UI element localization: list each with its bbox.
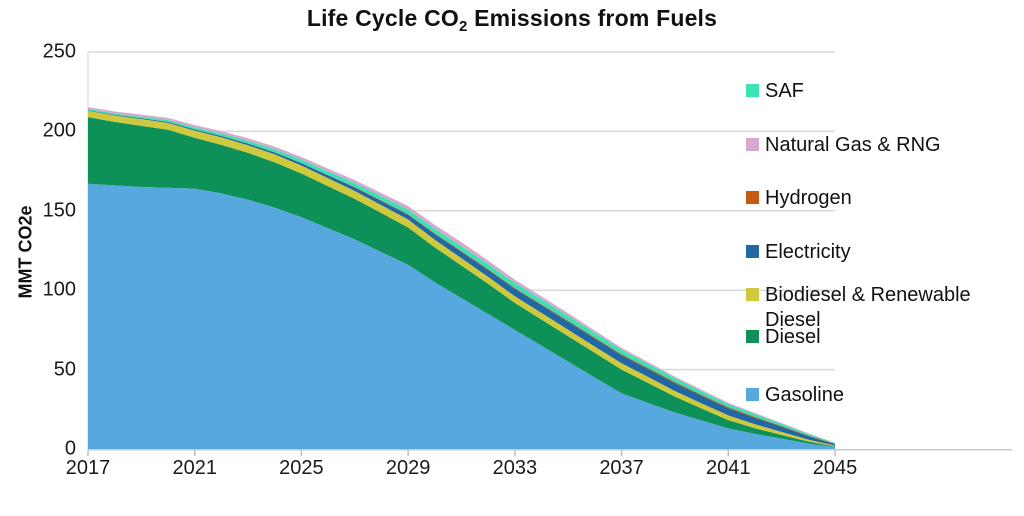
legend-swatch-electricity <box>746 245 759 258</box>
x-tick-label-2045: 2045 <box>812 457 858 479</box>
legend-swatch-saf <box>746 84 759 97</box>
legend-item-diesel: Diesel <box>746 325 821 350</box>
legend-item-biodiesel-renewable-diesel: Biodiesel & Renewable Diesel <box>746 283 1005 333</box>
legend-item-hydrogen: Hydrogen <box>746 186 852 211</box>
legend-item-gasoline: Gasoline <box>746 383 844 408</box>
legend-label-electricity: Electricity <box>765 241 851 263</box>
area-diesel <box>88 117 835 448</box>
x-tick-label-2037: 2037 <box>599 457 644 479</box>
legend-swatch-biodiesel-renewable-diesel <box>746 288 759 301</box>
area-gasoline <box>88 183 835 450</box>
x-tick-label-2017: 2017 <box>65 457 111 479</box>
chart-title: Life Cycle CO2 Emissions from Fuels <box>0 5 1024 35</box>
legend-label-hydrogen: Hydrogen <box>765 187 852 209</box>
x-tick-label-2041: 2041 <box>706 457 751 479</box>
legend-swatch-natural-gas-rng <box>746 138 759 151</box>
legend-label-biodiesel-renewable-diesel: Biodiesel & Renewable Diesel <box>765 284 971 331</box>
x-tick-label-2029: 2029 <box>385 457 431 479</box>
legend-item-saf: SAF <box>746 79 804 104</box>
legend-swatch-hydrogen <box>746 191 759 204</box>
legend-swatch-gasoline <box>746 388 759 401</box>
y-tick-label-0: 0 <box>64 437 76 460</box>
y-tick-label-250: 250 <box>42 40 76 63</box>
chart-title-suffix: Emissions from Fuels <box>467 5 718 31</box>
chart-title-subscript: 2 <box>459 18 468 35</box>
legend-label-saf: SAF <box>765 80 804 102</box>
y-tick-label-200: 200 <box>42 119 76 142</box>
legend-swatch-diesel <box>746 330 759 343</box>
y-tick-label-50: 50 <box>53 358 76 381</box>
legend-label-gasoline: Gasoline <box>765 384 844 406</box>
y-tick-label-150: 150 <box>42 199 76 222</box>
legend-item-electricity: Electricity <box>746 240 851 265</box>
x-tick-label-2021: 2021 <box>172 457 217 479</box>
legend-item-natural-gas-rng: Natural Gas & RNG <box>746 133 941 158</box>
y-tick-label-100: 100 <box>42 278 76 301</box>
chart-title-prefix: Life Cycle CO <box>306 5 459 31</box>
legend-label-diesel: Diesel <box>765 326 821 348</box>
x-tick-label-2033: 2033 <box>492 457 538 479</box>
legend-label-natural-gas-rng: Natural Gas & RNG <box>765 134 941 156</box>
x-tick-label-2025: 2025 <box>279 457 324 479</box>
